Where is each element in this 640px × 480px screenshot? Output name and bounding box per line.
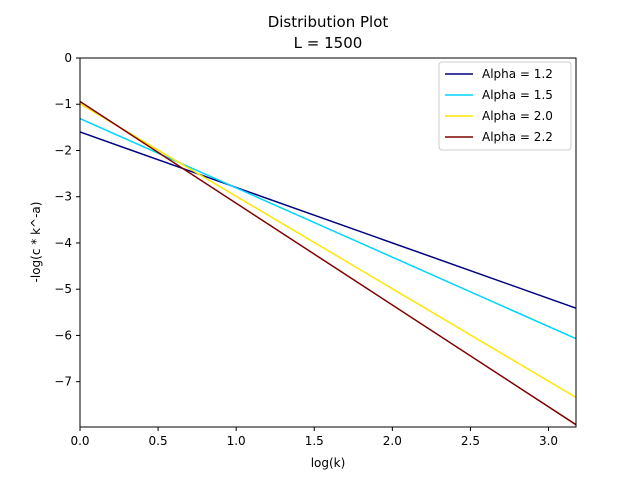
- y-tick-label: −4: [54, 236, 72, 250]
- x-tick-label: 2.0: [383, 434, 402, 448]
- y-axis-label: -log(c * k^-a): [29, 202, 43, 283]
- y-tick-label: 0: [64, 51, 72, 65]
- legend-label-1: Alpha = 1.2: [482, 67, 553, 81]
- x-axis-ticks: 0.0 0.5 1.0 1.5 2.0 2.5 3.0: [70, 427, 558, 448]
- chart-title: Distribution Plot: [268, 13, 389, 31]
- y-tick-label: −2: [54, 143, 72, 157]
- x-tick-label: 0.5: [149, 434, 168, 448]
- y-tick-label: −1: [54, 97, 72, 111]
- plot-lines: [79, 100, 577, 426]
- series-line-4: [79, 100, 577, 426]
- legend-box: [438, 61, 572, 151]
- x-tick-label: 3.0: [539, 434, 558, 448]
- y-tick-label: −3: [54, 190, 72, 204]
- legend-label-2: Alpha = 1.5: [482, 88, 553, 102]
- x-tick-label: 2.5: [461, 434, 480, 448]
- y-tick-label: −5: [54, 282, 72, 296]
- y-tick-label: −7: [54, 375, 72, 389]
- legend: Alpha = 1.2 Alpha = 1.5 Alpha = 2.0 Alpha =…: [438, 61, 572, 151]
- x-axis-label: log(k): [311, 456, 346, 470]
- series-line-1: [79, 131, 577, 309]
- y-tick-label: −6: [54, 328, 72, 342]
- x-tick-label: 1.0: [227, 434, 246, 448]
- legend-label-3: Alpha = 2.0: [482, 109, 553, 123]
- x-tick-label: 1.5: [305, 434, 324, 448]
- x-tick-label: 0.0: [70, 434, 89, 448]
- chart-subtitle: L = 1500: [294, 34, 363, 52]
- legend-label-4: Alpha = 2.2: [482, 130, 553, 144]
- y-axis-ticks: 0 −1 −2 −3 −4 −5 −6 −7: [54, 51, 80, 389]
- series-line-3: [79, 103, 577, 399]
